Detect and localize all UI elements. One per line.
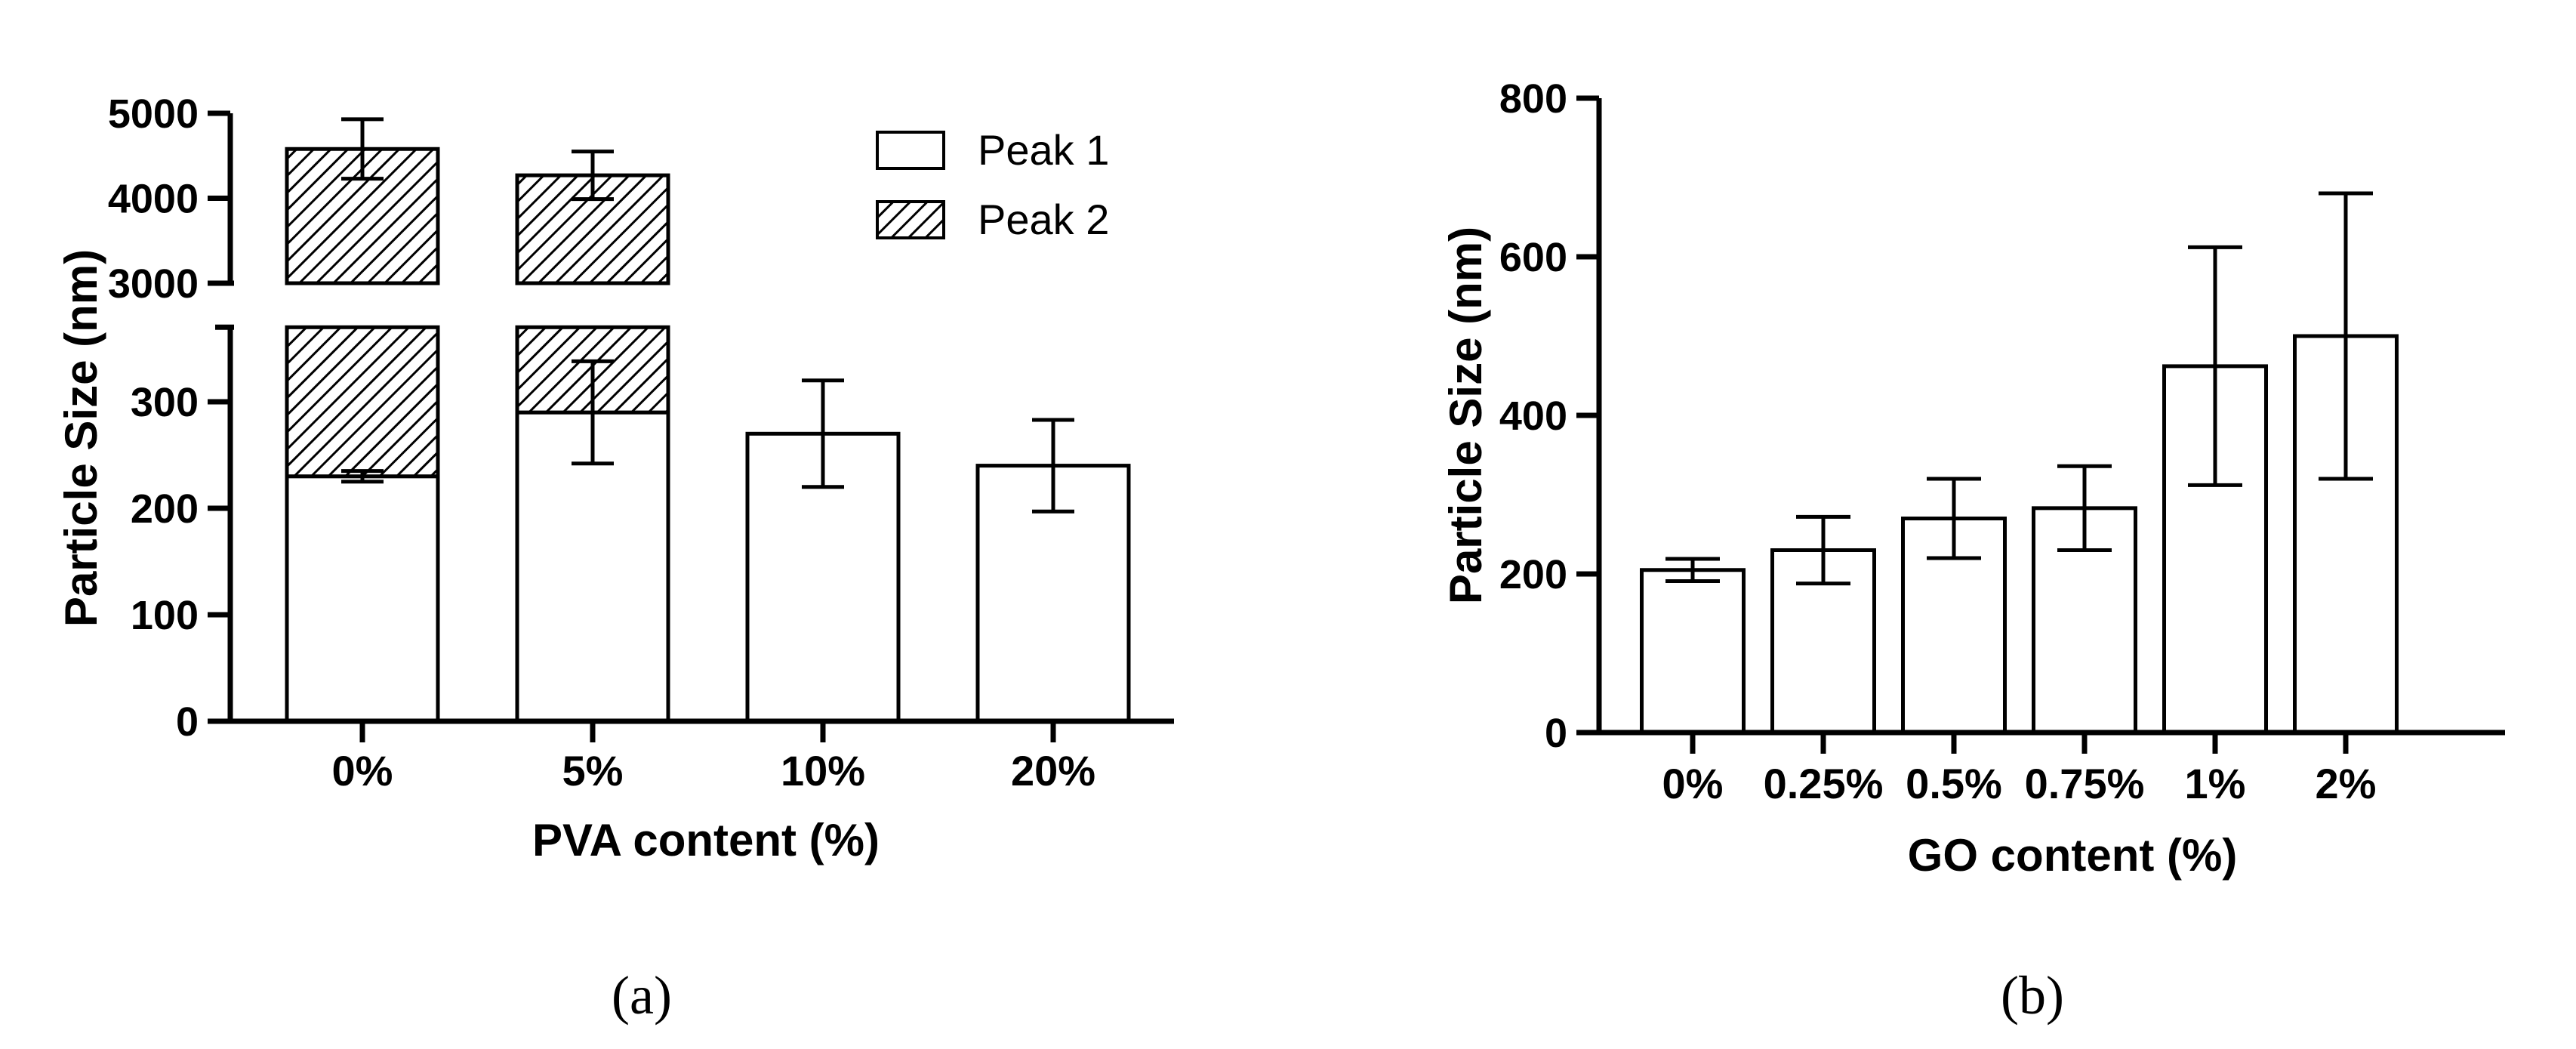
chart-go: 0 200 400 600 800 0% 0.25% 0.5% 0.75% 1% 2% GO cont… [1441, 76, 2505, 881]
y-tick-label-800: 800 [1499, 76, 1567, 122]
bar-0% [1640, 568, 1746, 735]
x-tick-label-1%: 1% [2185, 760, 2246, 807]
x-tick-label-10%: 10% [781, 747, 865, 794]
errorbar-peak1-0% [341, 469, 384, 484]
y-tick-label-0: 0 [1545, 711, 1567, 756]
errorbar-peak2-5% [572, 150, 614, 202]
y-tick-label-200: 200 [131, 486, 199, 532]
chart-pva: 0 100 200 300 3000 4000 5000 0% 5% 10% 20% PVA cont… [56, 91, 1174, 865]
legend-label-peak1: Peak 1 [978, 126, 1109, 174]
errorbar-0% [1665, 557, 1720, 583]
errorbar-0.75% [2057, 464, 2112, 552]
y-tick-label-0: 0 [176, 699, 199, 745]
y-tick-label-4000: 4000 [108, 177, 199, 222]
panel-label-a: (a) [612, 965, 672, 1026]
x-tick-label-0%: 0% [1662, 760, 1724, 807]
errorbar-peak2-0% [341, 117, 384, 181]
errorbar-0.25% [1796, 514, 1850, 586]
x-tick-label-0.5%: 0.5% [1906, 760, 2002, 807]
x-tick-label-2%: 2% [2316, 760, 2377, 807]
legend-swatch-peak1 [876, 131, 945, 170]
errorbar-peak1-5% [572, 359, 614, 466]
panel-label-b: (b) [2001, 965, 2064, 1026]
y-tick-label-600: 600 [1499, 235, 1567, 280]
y-tick-label-200: 200 [1499, 552, 1567, 597]
y-tick-label-100: 100 [131, 593, 199, 638]
errorbar-1% [2188, 245, 2242, 487]
x-tick-label-0%: 0% [332, 747, 393, 794]
x-tick-label-20%: 20% [1011, 747, 1095, 794]
y-axis-title: Particle Size (nm) [56, 249, 106, 627]
legend-swatch-peak2 [876, 200, 945, 239]
y-tick-label-300: 300 [131, 380, 199, 425]
bar-peak1-0% [285, 474, 440, 724]
x-tick-label-0.25%: 0.25% [1764, 760, 1884, 807]
x-axis-title: PVA content (%) [532, 815, 880, 865]
y-tick-label-5000: 5000 [108, 91, 199, 137]
bar-peak2-upper-5% [515, 173, 670, 285]
errorbar-2% [2319, 191, 2373, 481]
y-tick-label-400: 400 [1499, 393, 1567, 439]
errorbar-peak1-10% [802, 378, 844, 489]
x-tick-label-5%: 5% [562, 747, 624, 794]
errorbar-peak1-20% [1032, 418, 1074, 514]
y-tick-label-3000: 3000 [108, 261, 199, 307]
y-axis-title: Particle Size (nm) [1441, 227, 1491, 604]
legend-label-peak2: Peak 2 [978, 196, 1109, 243]
bar-peak2-lower-0% [285, 325, 440, 479]
errorbar-0.5% [1927, 477, 1981, 560]
x-tick-label-0.75%: 0.75% [2025, 760, 2145, 807]
legend: Peak 1 Peak 2 [876, 126, 1109, 243]
x-axis-title: GO content (%) [1908, 830, 2238, 881]
